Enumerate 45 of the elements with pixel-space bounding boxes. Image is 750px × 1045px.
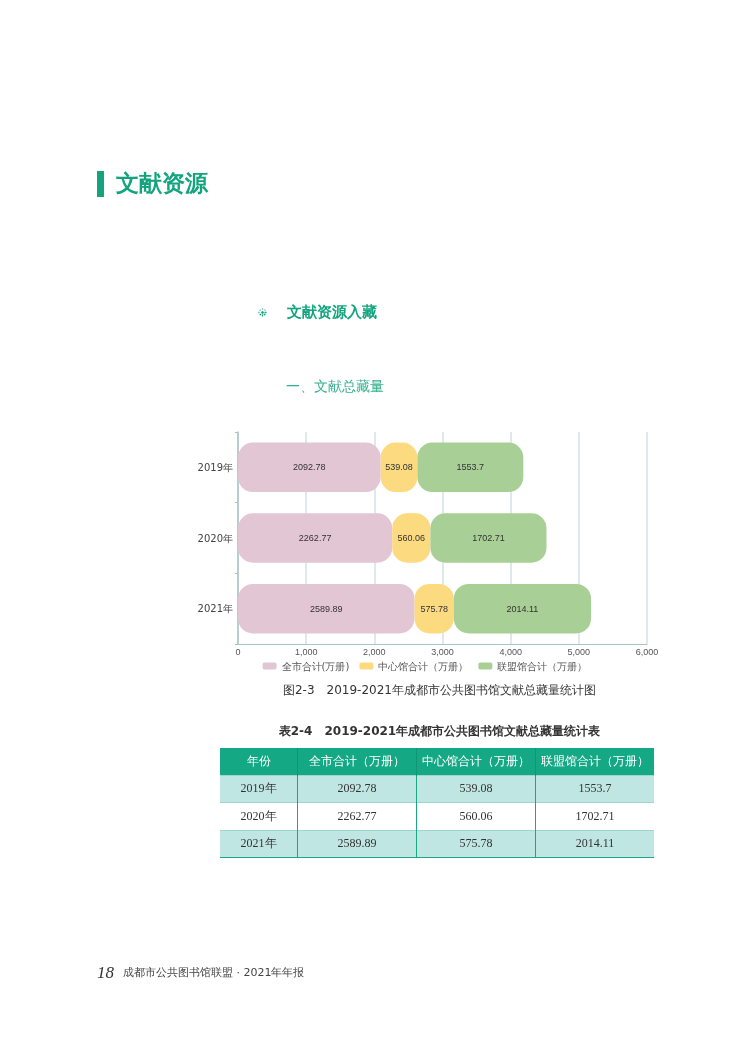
data-label: 560.06 (416, 802, 536, 830)
data-label: 2589.89 (297, 830, 417, 858)
caption: 图2-3 2019-2021年成都市公共图书馆文献总藏量统计图 (282, 682, 597, 699)
data-label: 2092.78 (293, 462, 326, 473)
x-tick-label: 0 (235, 646, 241, 657)
series-label: 中心馆合计（万册） (416, 748, 536, 775)
text: 成都市公共图书馆联盟 · 2021年年报 (123, 965, 305, 981)
legend-label: 全市合计(万册) (281, 660, 350, 672)
series-label: 联盟馆合计（万册） (535, 748, 654, 775)
x-tick-label: 2,000 (363, 646, 386, 657)
data-label: 2014.11 (506, 603, 539, 614)
data-label: 560.06 (397, 533, 426, 543)
legend-label: 中心馆合计（万册） (378, 660, 469, 672)
x-tick-label: 3,000 (431, 646, 454, 657)
data-label: 575.78 (420, 603, 448, 614)
data-label: 539.08 (416, 775, 536, 803)
text: 一、文献总藏量 (286, 377, 384, 396)
data-label: 2262.77 (298, 533, 332, 543)
y-tick-label: 2019年 (197, 461, 233, 473)
text: 18 (97, 963, 114, 983)
category-label: 2021年 (220, 830, 298, 858)
x-tick-label: 4,000 (499, 646, 522, 657)
x-tick-label: 5,000 (567, 646, 591, 657)
data-label: 2589.89 (310, 603, 343, 614)
text: 表2-4 2019-2021年成都市公共图书馆文献总藏量统计表 (277, 723, 602, 740)
series-label: 全市合计（万册） (297, 748, 417, 775)
data-label: 1702.71 (535, 802, 654, 830)
legend-label: 联盟馆合计（万册） (497, 660, 588, 672)
y-tick-label: 2021年 (197, 603, 233, 615)
category-label: 2019年 (220, 775, 298, 803)
chart-subtitle: 文献资源入藏 (287, 302, 377, 322)
chart-title: 文献资源 (116, 169, 208, 198)
x-tick-label: 6,000 (635, 646, 659, 657)
category-label: 2020年 (220, 802, 298, 830)
data-label: 2014.11 (535, 830, 654, 858)
data-label: 1553.7 (535, 775, 654, 803)
data-label: 1553.7 (456, 462, 485, 473)
data-label: 539.08 (385, 462, 413, 473)
x-tick-label: 1,000 (294, 646, 318, 657)
data-label: 575.78 (416, 830, 536, 858)
data-label: 1702.71 (472, 533, 505, 543)
data-label: 2262.77 (297, 802, 417, 830)
y-tick-label: 2020年 (197, 532, 233, 544)
text: 年份 (220, 748, 298, 775)
data-label: 2092.78 (297, 775, 417, 803)
